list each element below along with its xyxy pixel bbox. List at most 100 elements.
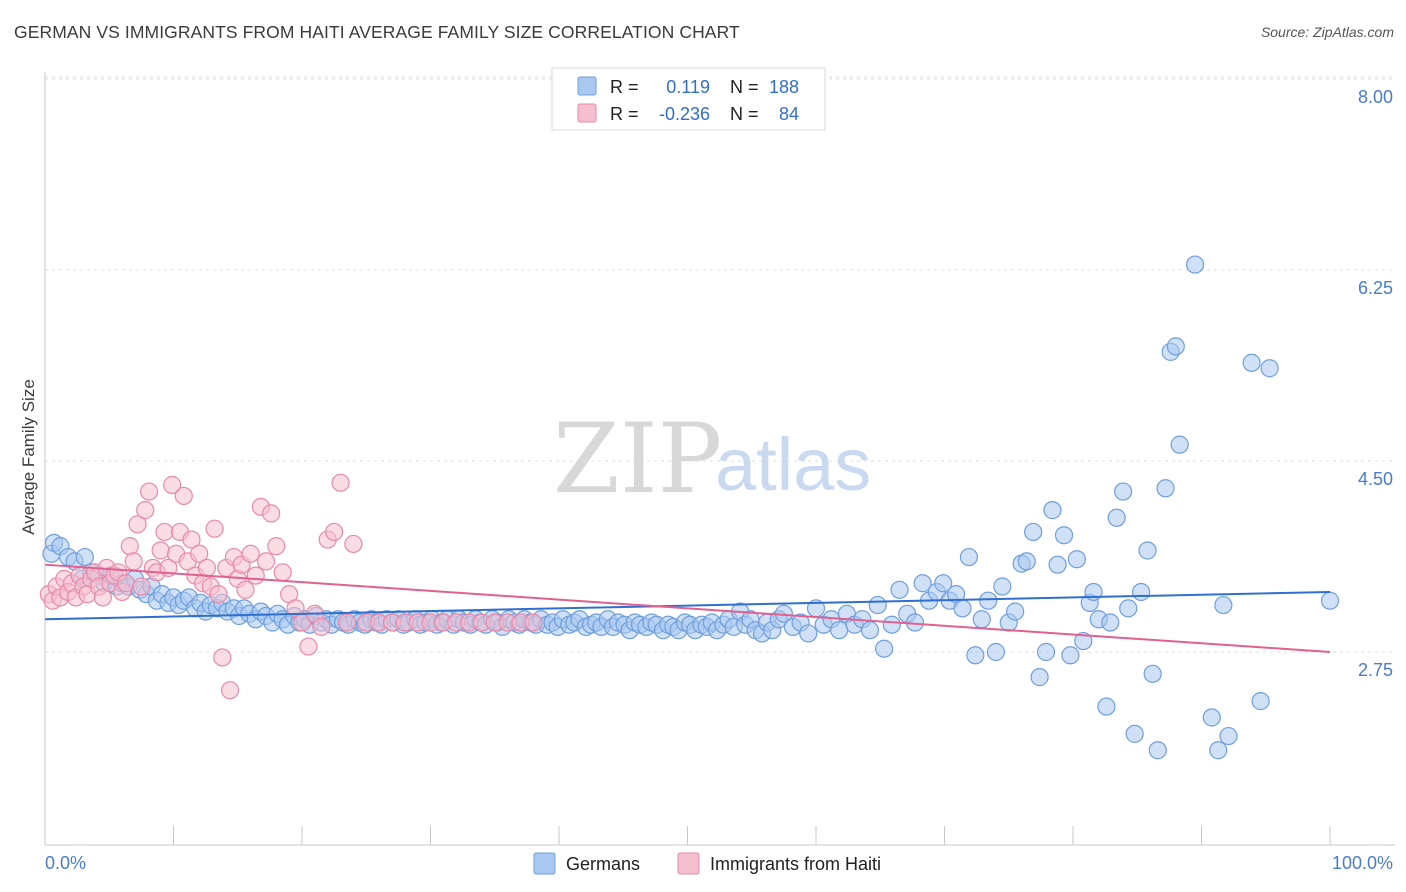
point-germans-150 — [913, 574, 932, 593]
x-axis-ticks — [44, 826, 1331, 845]
point-germans-180 — [1101, 613, 1120, 632]
point-germans-139 — [830, 621, 849, 640]
legend-n-value-1: 84 — [779, 104, 799, 124]
legend-swatch-germans — [577, 76, 597, 96]
point-germans-185 — [1132, 582, 1151, 602]
point-haiti-52 — [241, 544, 260, 563]
point-germans-172 — [1054, 526, 1074, 545]
point-haiti-53 — [246, 566, 265, 585]
point-haiti-39 — [190, 544, 209, 563]
point-germans-179 — [1097, 697, 1116, 716]
watermark: ZIP atlas — [553, 403, 871, 515]
point-germans-145 — [875, 639, 894, 658]
point-germans-147 — [890, 580, 909, 599]
point-germans-160 — [979, 591, 998, 610]
point-haiti-51 — [236, 580, 255, 599]
point-haiti-69 — [344, 534, 363, 554]
point-germans-168 — [1030, 668, 1049, 687]
point-germans-181 — [1107, 508, 1126, 527]
point-germans-135 — [799, 624, 818, 643]
point-haiti-22 — [124, 552, 143, 571]
point-germans-157 — [959, 547, 979, 567]
point-haiti-30 — [155, 522, 174, 542]
y-axis-label: Average Family Size — [19, 379, 38, 535]
point-germans-183 — [1119, 599, 1138, 618]
point-haiti-25 — [136, 501, 155, 520]
point-haiti-66 — [325, 522, 344, 542]
point-germans-197 — [1219, 726, 1238, 746]
point-haiti-56 — [262, 504, 281, 523]
point-germans-188 — [1148, 741, 1167, 760]
point-germans-153 — [934, 574, 953, 593]
point-germans-191 — [1166, 337, 1185, 356]
point-germans-144 — [868, 595, 887, 615]
source-credit: Source: ZipAtlas.com — [1260, 24, 1394, 40]
point-haiti-23 — [128, 515, 147, 534]
point-haiti-43 — [205, 519, 224, 538]
point-germans-199 — [1251, 692, 1270, 711]
legend-n-value-0: 188 — [769, 77, 799, 97]
point-haiti-62 — [299, 637, 318, 656]
point-haiti-24 — [132, 577, 151, 596]
point-germans-167 — [1024, 522, 1043, 542]
point-germans-164 — [1006, 602, 1025, 621]
bottom-legend-swatch-germans — [533, 852, 556, 875]
y-tick-label-3: 2.75 — [1358, 660, 1393, 680]
point-germans-196 — [1214, 595, 1233, 615]
stats-legend: R = 0.119 N = 188 R = -0.236 N = 84 — [551, 67, 826, 131]
legend-n-label-0: N = — [730, 77, 759, 97]
x-tick-right: 100.0% — [1332, 853, 1393, 873]
trend-lines — [44, 563, 1331, 653]
x-tick-left: 0.0% — [45, 853, 86, 873]
point-germans-161 — [986, 642, 1006, 662]
point-germans-186 — [1138, 541, 1157, 560]
point-haiti-44 — [209, 585, 228, 604]
legend-r-value-1: -0.236 — [659, 104, 710, 124]
point-germans-195 — [1209, 741, 1228, 760]
point-germans-169 — [1036, 642, 1056, 662]
point-germans-6 — [75, 547, 94, 567]
point-germans-189 — [1156, 479, 1175, 498]
point-haiti-37 — [182, 530, 201, 549]
point-germans-162 — [993, 577, 1012, 596]
point-haiti-14 — [93, 588, 112, 607]
legend-swatch-haiti — [577, 103, 597, 123]
point-germans-184 — [1125, 724, 1144, 743]
legend-r-value-0: 0.119 — [666, 77, 710, 97]
point-haiti-57 — [267, 537, 286, 556]
point-haiti-32 — [163, 475, 182, 495]
y-tick-label-0: 8.00 — [1358, 87, 1393, 107]
point-haiti-68 — [337, 613, 357, 632]
y-tick-label-2: 4.50 — [1358, 469, 1393, 489]
point-germans-173 — [1061, 646, 1080, 665]
point-haiti-41 — [197, 558, 217, 578]
point-germans-175 — [1074, 631, 1093, 651]
point-haiti-55 — [256, 552, 276, 571]
trend-line-germans — [44, 590, 1331, 621]
legend-r-label-0: R = — [610, 77, 639, 97]
point-haiti-64 — [312, 617, 331, 636]
point-germans-198 — [1242, 353, 1261, 372]
point-haiti-26 — [139, 482, 159, 501]
bottom-legend-germans: Germans — [566, 854, 640, 874]
y-tick-label-1: 6.25 — [1358, 278, 1393, 298]
point-germans-200 — [1260, 359, 1279, 378]
point-germans-194 — [1202, 708, 1221, 727]
watermark-zip: ZIP — [553, 403, 722, 515]
point-haiti-83 — [524, 613, 543, 632]
point-germans-182 — [1114, 482, 1133, 501]
series-haiti — [39, 473, 543, 700]
point-germans-201 — [1320, 591, 1340, 610]
point-haiti-21 — [120, 537, 139, 556]
chart-title: GERMAN VS IMMIGRANTS FROM HAITI AVERAGE … — [14, 22, 740, 42]
point-germans-192 — [1170, 435, 1189, 454]
trend-line-haiti — [44, 563, 1331, 653]
point-germans-170 — [1043, 501, 1062, 520]
point-germans-146 — [882, 615, 901, 634]
point-germans-143 — [860, 621, 880, 640]
legend-r-label-1: R = — [610, 104, 639, 124]
point-germans-158 — [966, 646, 985, 665]
point-haiti-58 — [273, 563, 292, 582]
point-germans-159 — [972, 610, 991, 629]
